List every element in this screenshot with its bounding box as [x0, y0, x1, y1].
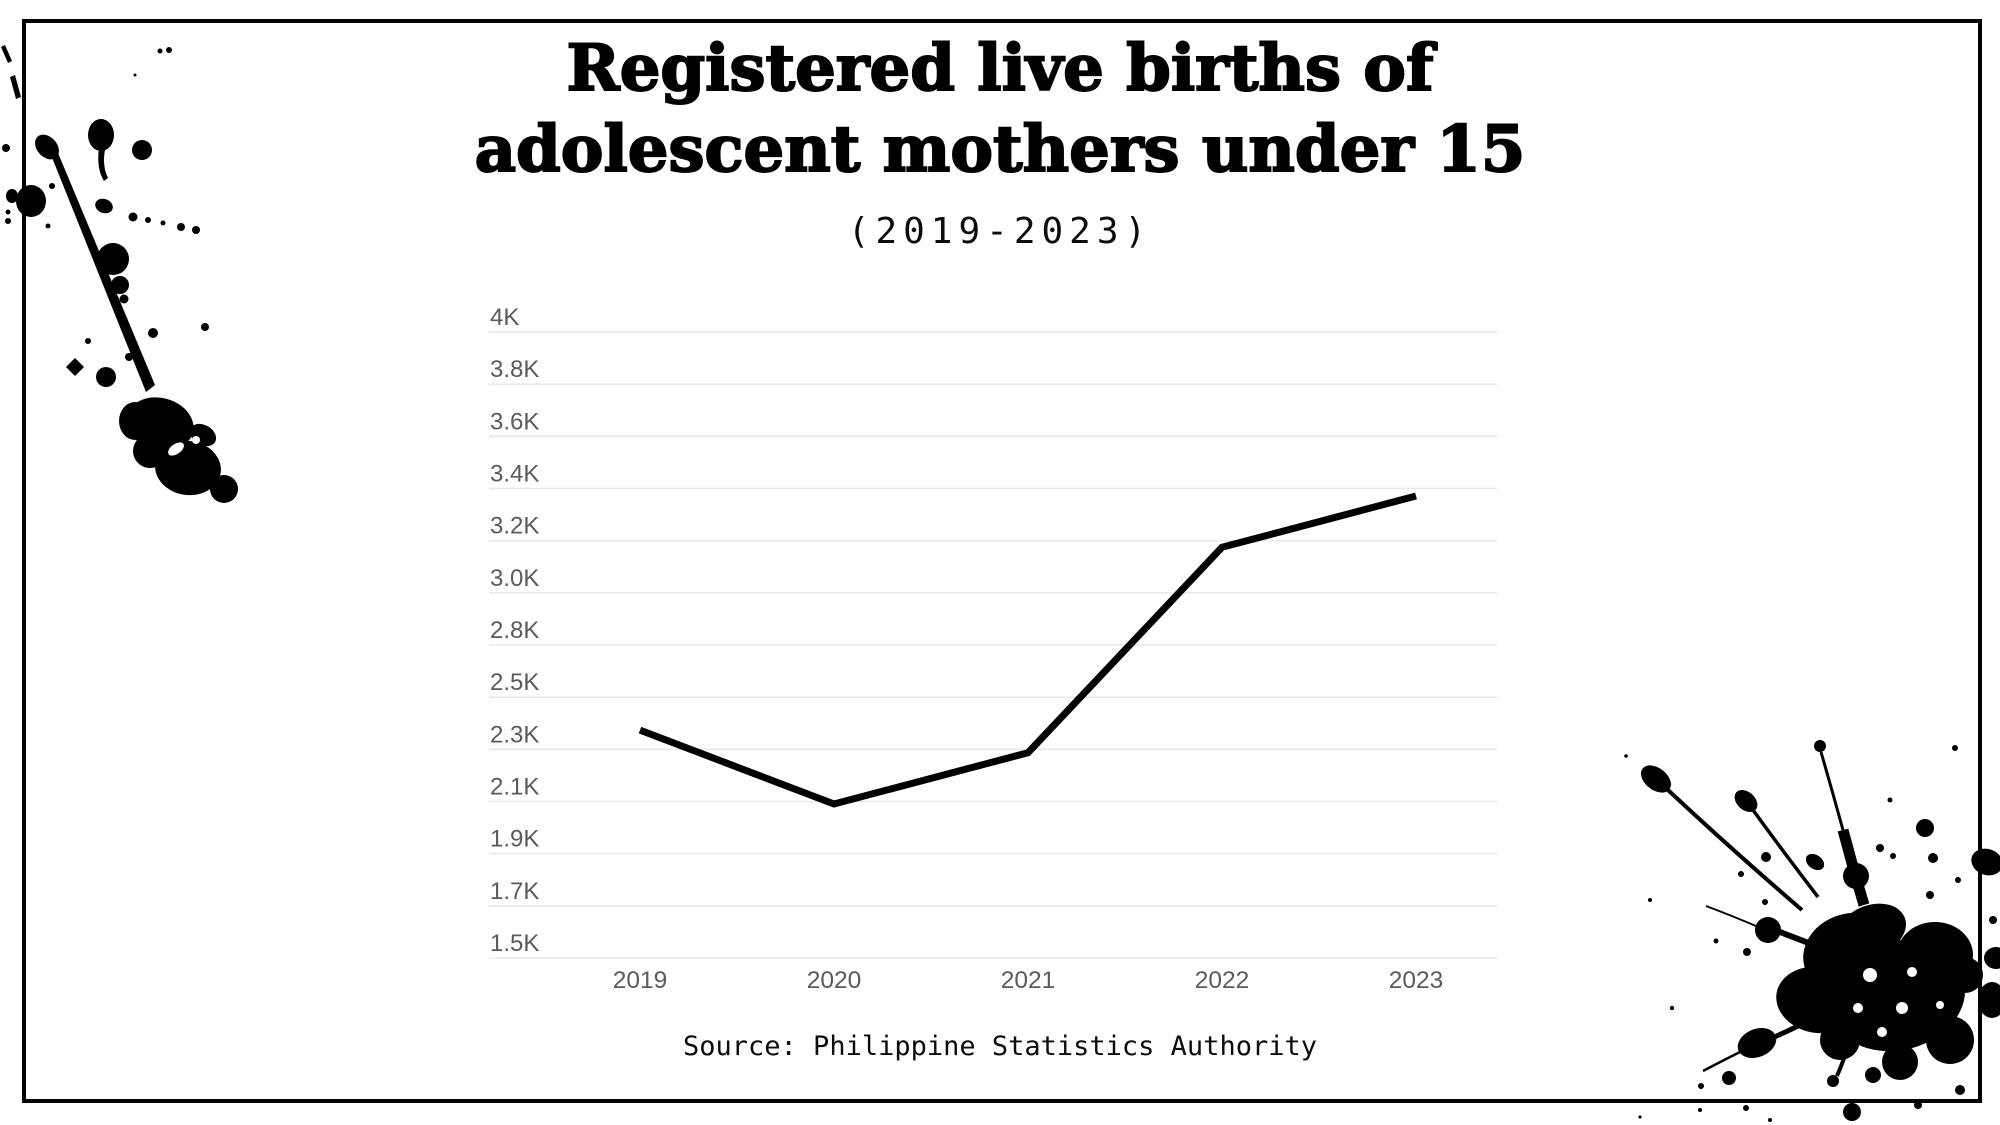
x-tick-label: 2020: [807, 967, 862, 994]
chart-title: Registered live births of adolescent mot…: [474, 30, 1527, 188]
x-tick-label: 2019: [613, 967, 668, 994]
y-tick-label: 3.6K: [490, 408, 539, 435]
y-tick-label: 4K: [490, 304, 519, 331]
y-tick-label: 2.3K: [490, 721, 539, 748]
frame-border: [22, 19, 1982, 1103]
source-credit: Source: Philippine Statistics Authority: [683, 1031, 1317, 1062]
y-tick-label: 3.8K: [490, 356, 539, 383]
y-tick-label: 2.5K: [490, 669, 539, 696]
x-tick-label: 2021: [1001, 967, 1056, 994]
x-tick-label: 2022: [1195, 967, 1250, 994]
y-tick-label: 2.1K: [490, 774, 539, 801]
y-tick-label: 1.9K: [490, 826, 539, 853]
y-tick-label: 1.5K: [490, 930, 539, 957]
data-line: [638, 492, 1417, 808]
x-tick-label: 2023: [1389, 967, 1444, 994]
chart-subtitle: (2019-2023): [847, 211, 1153, 252]
y-tick-label: 3.2K: [490, 513, 539, 540]
y-tick-label: 3.4K: [490, 461, 539, 488]
y-tick-label: 3.0K: [490, 565, 539, 592]
y-tick-label: 2.8K: [490, 617, 539, 644]
y-tick-label: 1.7K: [490, 878, 539, 905]
